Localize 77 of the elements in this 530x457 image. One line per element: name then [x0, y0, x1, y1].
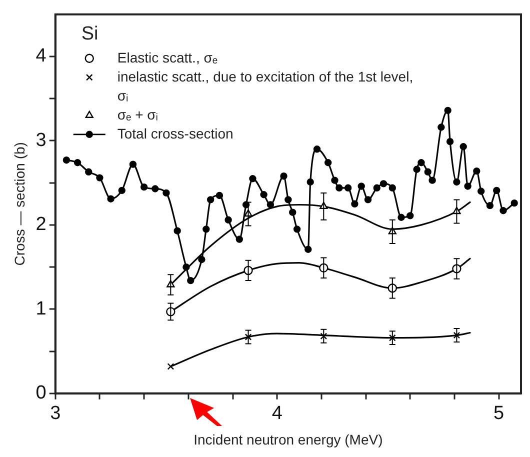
- point: [107, 195, 114, 202]
- y-tick-label: 1: [36, 298, 46, 320]
- point: [380, 180, 388, 188]
- point: [162, 189, 170, 197]
- point: [453, 178, 460, 186]
- point: [398, 214, 405, 221]
- point: [413, 166, 420, 173]
- point: [331, 176, 338, 184]
- point: [174, 227, 181, 234]
- point: [324, 159, 332, 166]
- y-tick-label: 4: [36, 46, 47, 67]
- y-axis-title: Cross — section (b): [11, 142, 28, 266]
- point: [182, 263, 190, 271]
- point: [74, 159, 82, 166]
- point: [446, 138, 454, 146]
- y-tick-label: 0: [36, 382, 46, 404]
- point: [62, 156, 70, 164]
- point: [428, 176, 436, 184]
- point: [306, 178, 314, 186]
- point: [424, 168, 432, 176]
- legend-label: Elastic scatt., σₑ: [117, 49, 218, 66]
- point: [167, 363, 174, 370]
- point: [284, 196, 292, 204]
- point: [236, 236, 244, 243]
- point: [418, 159, 425, 166]
- point: [500, 207, 507, 214]
- point: [187, 276, 194, 284]
- annotation: Si: [81, 24, 98, 45]
- y-tick-label: 3: [36, 130, 46, 151]
- point: [477, 188, 485, 195]
- point: [152, 185, 159, 192]
- y-tick-label: 2: [36, 214, 46, 236]
- point: [510, 199, 518, 207]
- point: [388, 334, 396, 342]
- legend-label: Total cross-section: [117, 125, 234, 142]
- point: [351, 200, 358, 208]
- point: [320, 332, 328, 340]
- point: [464, 182, 472, 190]
- point: [280, 172, 288, 180]
- point: [493, 186, 500, 194]
- point: [473, 167, 480, 175]
- point: [373, 184, 380, 192]
- x-axis-title: Incident neutron energy (MeV): [194, 431, 383, 448]
- point: [444, 106, 452, 114]
- x-tick-label: 3: [50, 403, 61, 424]
- x-tick-label: 5: [494, 403, 504, 424]
- point: [244, 334, 252, 340]
- point: [438, 124, 445, 131]
- point: [206, 196, 214, 204]
- point: [202, 226, 210, 233]
- point: [364, 196, 372, 204]
- point: [460, 143, 467, 150]
- point: [486, 202, 494, 210]
- line-series: [170, 332, 471, 368]
- point: [96, 174, 104, 182]
- point: [249, 175, 256, 182]
- point: [313, 146, 321, 153]
- point: [85, 168, 92, 176]
- point: [198, 256, 206, 264]
- point: [118, 186, 126, 194]
- point: [453, 332, 460, 339]
- point: [304, 246, 312, 253]
- point: [260, 191, 268, 198]
- legend-label: σₑ + σᵢ: [117, 106, 158, 122]
- point: [224, 216, 232, 224]
- point: [388, 184, 396, 192]
- point: [289, 208, 296, 216]
- point: [344, 184, 352, 192]
- point: [293, 226, 301, 233]
- point: [266, 201, 274, 208]
- point: [216, 192, 224, 200]
- point: [358, 182, 365, 190]
- point: [140, 183, 148, 191]
- point: [129, 160, 137, 168]
- point: [336, 184, 343, 192]
- x-tick-label: 4: [272, 403, 283, 424]
- point: [406, 212, 414, 220]
